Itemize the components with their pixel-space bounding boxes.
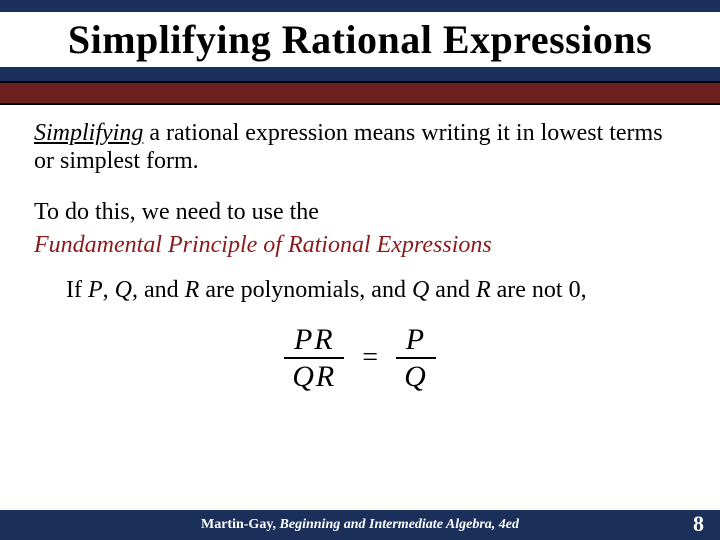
var-p: P — [88, 277, 103, 303]
title-band: Simplifying Rational Expressions — [0, 12, 720, 67]
footer-author: Martin-Gay, — [201, 517, 280, 532]
fraction-right: P Q — [396, 322, 436, 395]
top-accent-bar — [0, 0, 720, 12]
paragraph-2: To do this, we need to use the — [34, 198, 686, 226]
slide-content: Simplifying a rational expression means … — [0, 105, 720, 395]
denominator-left: QR — [284, 359, 344, 395]
txt: are polynomials, and — [199, 277, 412, 303]
maroon-divider — [0, 81, 720, 105]
principle-title: Fundamental Principle of Rational Expres… — [34, 232, 686, 259]
txt: If — [66, 277, 88, 303]
numerator-right: P — [398, 322, 434, 358]
slide-header: Simplifying Rational Expressions — [0, 0, 720, 105]
equation-block: PR QR = P Q — [34, 322, 686, 395]
equals-sign: = — [362, 342, 378, 374]
var-r2: R — [476, 277, 491, 303]
txt: , — [103, 277, 115, 303]
equation: PR QR = P Q — [284, 322, 435, 395]
footer-citation: Martin-Gay, Beginning and Intermediate A… — [201, 517, 519, 533]
var-q: Q — [115, 277, 132, 303]
var-q2: Q — [412, 277, 429, 303]
slide-title: Simplifying Rational Expressions — [0, 16, 720, 63]
var-r: R — [185, 277, 200, 303]
txt: are not 0, — [491, 277, 587, 303]
slide-footer: Martin-Gay, Beginning and Intermediate A… — [0, 510, 720, 540]
lead-term: Simplifying — [34, 120, 143, 146]
paragraph-1: Simplifying a rational expression means … — [34, 119, 686, 176]
txt: and — [429, 277, 476, 303]
txt: , and — [132, 277, 185, 303]
page-number: 8 — [693, 511, 704, 537]
fraction-left: PR QR — [284, 322, 344, 395]
polynomial-condition: If P, Q, and R are polynomials, and Q an… — [34, 277, 686, 304]
denominator-right: Q — [396, 359, 436, 395]
navy-divider — [0, 67, 720, 81]
footer-book: Beginning and Intermediate Algebra, 4ed — [280, 517, 519, 532]
numerator-left: PR — [286, 322, 343, 358]
